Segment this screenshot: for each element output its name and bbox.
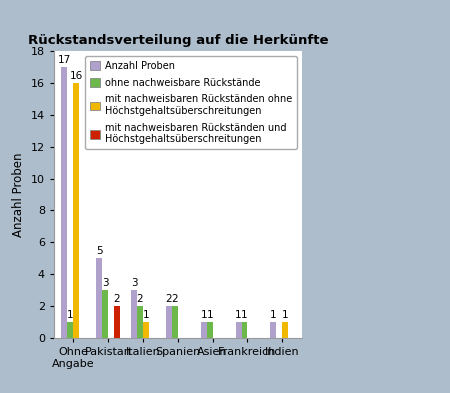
Text: 3: 3 bbox=[130, 278, 137, 288]
Bar bbox=[96, 258, 102, 338]
Text: 3: 3 bbox=[102, 278, 108, 288]
Text: 1: 1 bbox=[282, 310, 288, 320]
Bar bbox=[201, 322, 207, 338]
Text: 1: 1 bbox=[270, 310, 277, 320]
Bar bbox=[242, 322, 248, 338]
Bar bbox=[166, 306, 172, 338]
Bar bbox=[282, 322, 288, 338]
Bar bbox=[73, 83, 79, 338]
Bar bbox=[270, 322, 276, 338]
Bar bbox=[137, 306, 143, 338]
Text: 2: 2 bbox=[113, 294, 120, 304]
Legend: Anzahl Proben, ohne nachweisbare Rückstände, mit nachweisbaren Rückständen ohne
: Anzahl Proben, ohne nachweisbare Rückstä… bbox=[85, 56, 297, 149]
Text: 1: 1 bbox=[235, 310, 242, 320]
Bar bbox=[236, 322, 242, 338]
Text: 16: 16 bbox=[69, 71, 83, 81]
Bar bbox=[67, 322, 73, 338]
Text: 1: 1 bbox=[143, 310, 149, 320]
Text: 1: 1 bbox=[67, 310, 73, 320]
Text: 2: 2 bbox=[171, 294, 178, 304]
Bar bbox=[61, 67, 67, 338]
Text: 1: 1 bbox=[241, 310, 248, 320]
Bar bbox=[102, 290, 108, 338]
Text: 5: 5 bbox=[96, 246, 103, 256]
Bar bbox=[114, 306, 120, 338]
Text: 1: 1 bbox=[207, 310, 213, 320]
Bar bbox=[143, 322, 149, 338]
Text: 2: 2 bbox=[137, 294, 143, 304]
Text: 17: 17 bbox=[58, 55, 71, 64]
Text: 1: 1 bbox=[200, 310, 207, 320]
Bar bbox=[172, 306, 178, 338]
Bar bbox=[131, 290, 137, 338]
Y-axis label: Anzahl Proben: Anzahl Proben bbox=[12, 152, 25, 237]
Bar bbox=[207, 322, 212, 338]
Title: Rückstandsverteilung auf die Herkünfte: Rückstandsverteilung auf die Herkünfte bbox=[27, 34, 328, 47]
Text: 2: 2 bbox=[166, 294, 172, 304]
